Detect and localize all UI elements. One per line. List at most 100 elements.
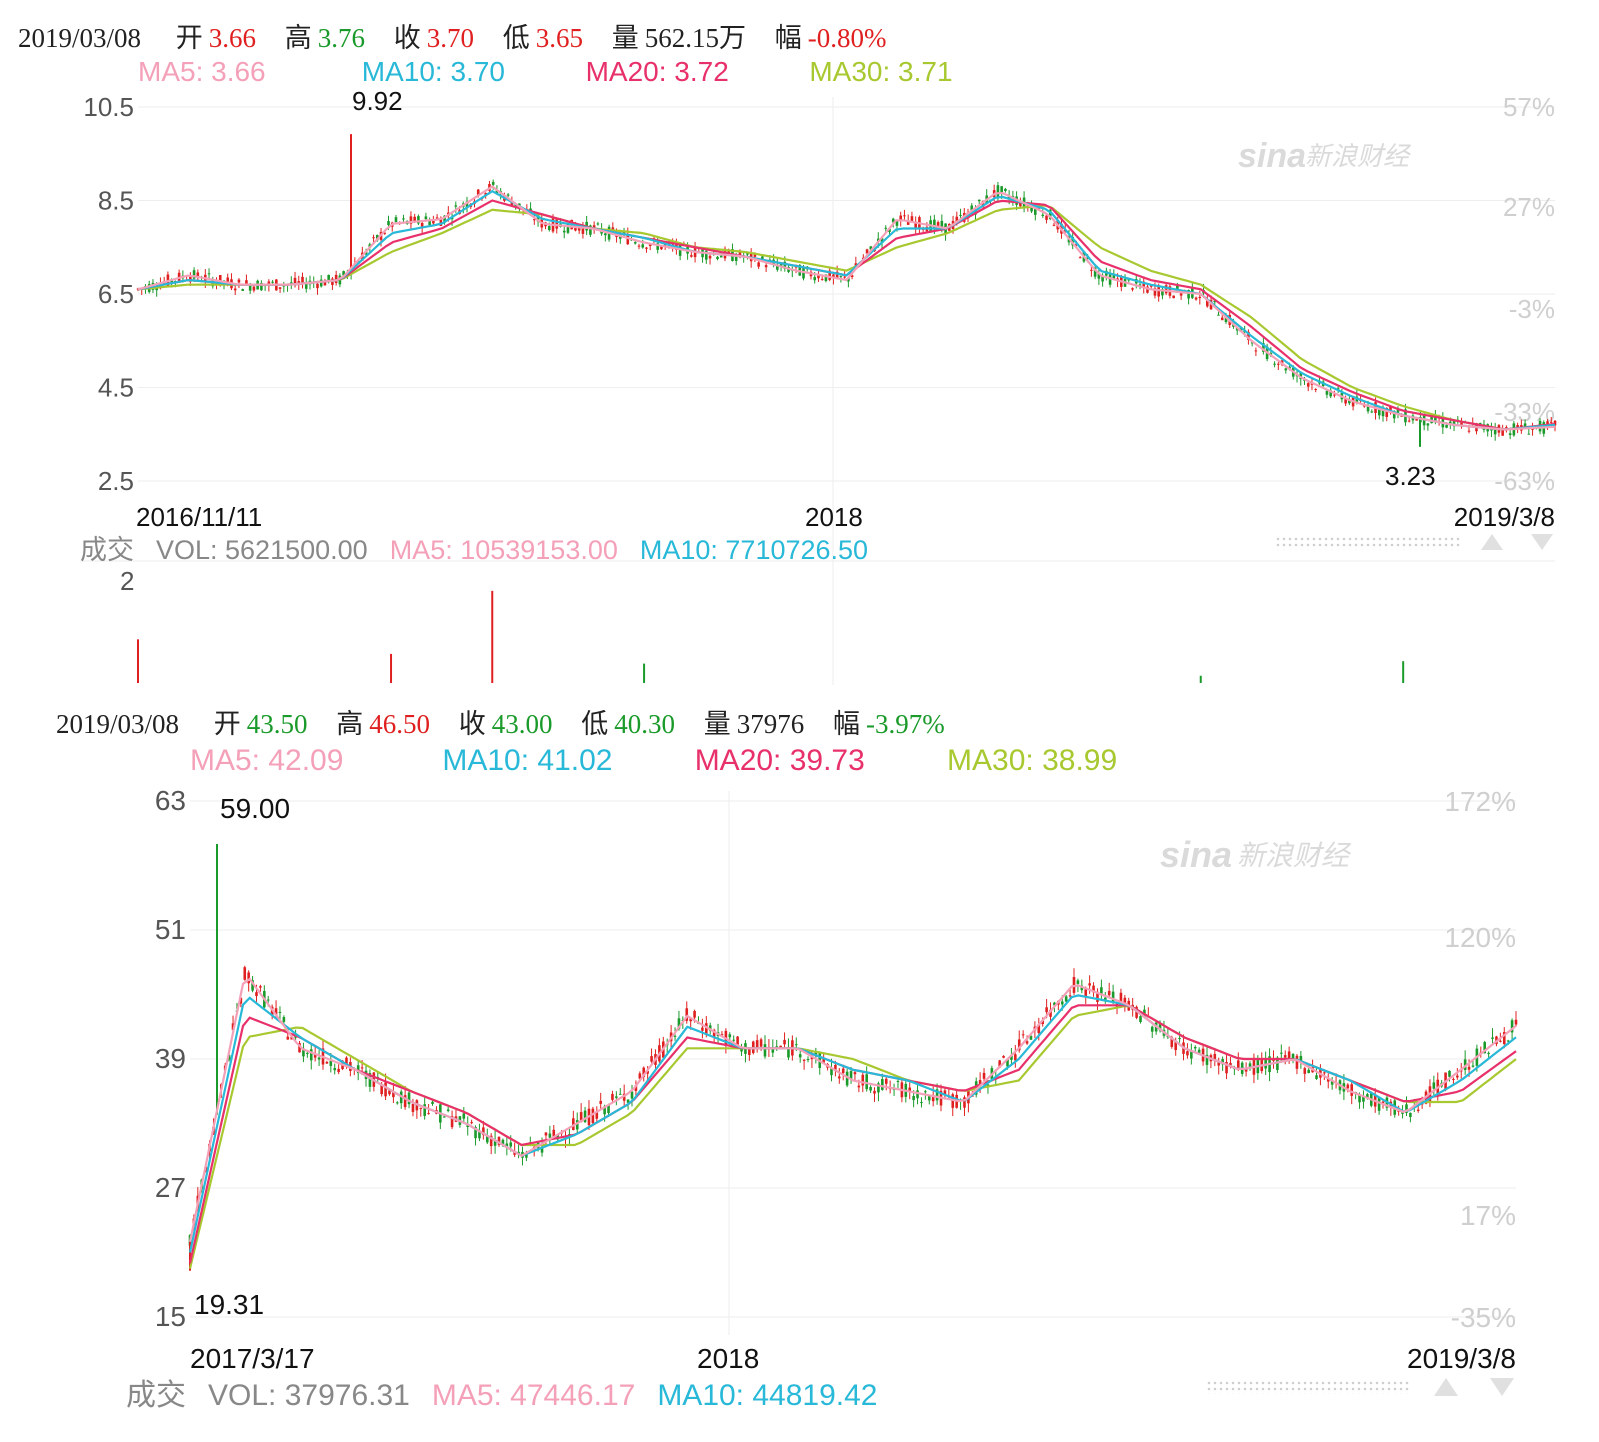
candle-body [996,185,1000,197]
candle-body [646,1071,649,1074]
candle-body [1287,1051,1291,1060]
candle-body [1139,1016,1142,1023]
candle-body [1014,1054,1017,1061]
candle-body [1501,428,1504,436]
bottom-watermark-logo: sina [1160,834,1232,875]
y-tick-label: 27 [155,1172,186,1203]
candle-body [1426,423,1430,426]
candle-body [243,967,247,980]
bottom-zoom-in-icon[interactable] [1434,1378,1458,1396]
bottom-high-value: 46.50 [369,709,431,739]
candle-body [637,245,641,247]
bottom-zoom-out-icon[interactable] [1490,1378,1514,1396]
bottom-price-chart: 63 51 39 27 15 172% 120% 17% -35% 新浪财经 sina 59.0… [155,785,1518,1374]
bottom-vol-ma5: MA5: 47446.17 [431,1379,636,1412]
candle-body [1295,1055,1299,1069]
candle-body [432,219,435,224]
candle-body [978,1080,982,1086]
bottom-x-tick-end: 2019/3/8 [1407,1343,1516,1374]
candle-body [1021,1034,1025,1036]
candle-body [1045,1007,1048,1013]
candle-body [673,1035,677,1037]
candle-body [884,227,888,229]
candle-body [555,219,559,229]
candle-body [1247,331,1250,340]
candle-body [736,1036,739,1045]
candle-body [611,1093,614,1100]
bottom-scroll-track[interactable] [1206,1380,1411,1394]
candle-body [505,1143,509,1147]
candle-body [693,1011,696,1018]
candle-body [589,225,592,235]
candle-body [1553,420,1557,426]
candle-body [431,1101,434,1104]
candle-body [618,1093,622,1095]
candle-body [615,1096,618,1098]
top-volume-value: 562.15万 [644,23,747,53]
candle-body [759,1039,763,1047]
bottom-high-label: 高 [336,709,364,739]
bottom-date: 2019/03/08 [56,709,180,739]
candle-body [998,1060,1001,1068]
ma-line-ma5 [188,977,1517,1243]
candle-body [252,286,256,291]
candle-body [933,219,936,228]
candle-body [873,1090,876,1094]
candle-body [1197,1049,1201,1053]
candle-body [822,1057,825,1063]
candle-body [1336,388,1340,390]
candle-body [302,1048,305,1057]
candle-body [1362,1095,1365,1102]
candle-body [835,271,839,279]
candle-body [1456,1075,1459,1078]
candle-body [1284,368,1288,371]
top-open-label: 开 [175,23,203,53]
candle-body [642,1067,646,1077]
candle-body [865,249,869,254]
candle-body [394,217,398,222]
candle-body [720,1034,724,1036]
top-close-label: 收 [393,23,421,53]
candle-body [850,275,854,277]
candle-body [1224,316,1228,323]
candle-body [708,1025,712,1031]
candle-body [1205,1054,1209,1065]
candle-body [924,1091,927,1093]
candle-body [813,277,817,281]
candle-body [274,1008,278,1015]
candle-body [1415,418,1418,421]
candle-body [599,1100,603,1104]
bottom-min-label: 19.31 [194,1289,264,1320]
candle-body [245,280,248,285]
candle-body [297,281,301,284]
candle-body [1149,285,1153,287]
candle-body [282,1017,286,1022]
candle-body [1514,1019,1518,1025]
candle-body [861,1074,865,1086]
top-zoom-in-icon[interactable] [1481,534,1503,550]
top-ma10-legend: MA10: 3.70 [361,56,505,87]
bottom-ma10-legend: MA10: 41.02 [442,744,613,777]
top-ma5-legend: MA5: 3.66 [138,56,266,87]
candle-body [1068,995,1072,997]
top-zoom-out-icon[interactable] [1531,534,1553,550]
candle-body [1377,408,1381,416]
candle-body [685,1008,689,1021]
candle-body [1221,1059,1224,1065]
candle-body [575,1120,579,1130]
candle-body [912,1095,915,1101]
candle-body [1164,285,1168,294]
y-tick-label: 51 [155,914,186,945]
candle-body [896,1080,900,1082]
top-scroll-track[interactable] [1275,536,1460,550]
candle-body [940,220,944,229]
bottom-volume-label: 量 [703,709,731,739]
candle-body [690,255,693,257]
candle-body [1088,983,1091,986]
candle-body [342,271,345,276]
candle-body [383,232,387,234]
candle-body [645,247,648,249]
candle-body [1170,1037,1174,1047]
candle-body [1092,985,1095,993]
candle-body [716,256,719,260]
